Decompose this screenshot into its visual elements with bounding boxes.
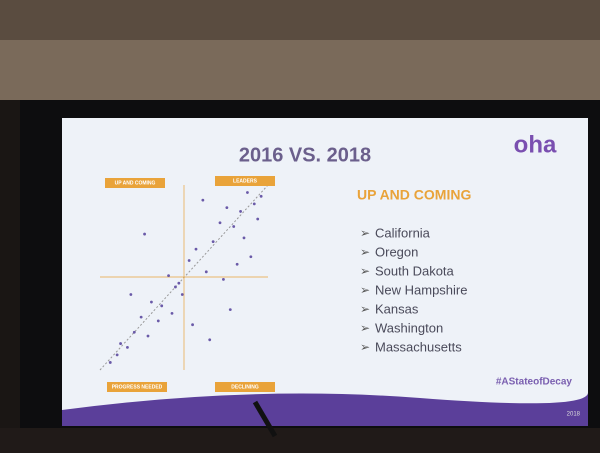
list-item: South Dakota <box>375 263 455 278</box>
bullet: ➢ <box>360 245 370 259</box>
list-heading: UP AND COMING <box>357 187 471 203</box>
bullet: ➢ <box>360 321 370 335</box>
point <box>188 259 191 262</box>
bullet: ➢ <box>360 264 370 278</box>
point <box>177 282 180 285</box>
point <box>205 270 208 273</box>
point <box>133 331 136 334</box>
list-item: Oregon <box>375 244 418 259</box>
point <box>147 335 150 338</box>
point <box>236 263 239 266</box>
list-item: Washington <box>375 320 443 335</box>
bullet: ➢ <box>360 283 370 297</box>
point <box>116 353 119 356</box>
point <box>181 293 184 296</box>
point <box>150 301 153 304</box>
point <box>140 316 143 319</box>
hashtag: #AStateofDecay <box>496 377 573 388</box>
quadrant-label: LEADERS <box>233 178 258 184</box>
bullet: ➢ <box>360 226 370 240</box>
quadrant-label: DECLINING <box>231 384 259 390</box>
point <box>239 210 242 213</box>
point <box>212 240 215 243</box>
point <box>160 304 163 307</box>
point <box>219 221 222 224</box>
quadrant-label: PROGRESS NEEDED <box>112 384 163 390</box>
point <box>260 195 263 198</box>
point <box>232 225 235 228</box>
slide-title: 2016 VS. 2018 <box>239 144 371 166</box>
point <box>253 202 256 205</box>
point <box>208 338 211 341</box>
point <box>195 248 198 251</box>
point <box>191 323 194 326</box>
point <box>243 236 246 239</box>
list-item: Massachusetts <box>375 339 462 354</box>
footer: 2018 <box>567 412 581 418</box>
list-item: Kansas <box>375 301 419 316</box>
list-item: New Hampshire <box>375 282 467 297</box>
point <box>119 342 122 345</box>
point <box>126 346 129 349</box>
quadrant-label: UP AND COMING <box>115 180 156 186</box>
point <box>157 320 160 323</box>
logo: oha <box>514 131 557 158</box>
scene: 2016 VS. 2018 oha UP AND COMING ➢ Califor… <box>0 0 600 453</box>
point <box>222 278 225 281</box>
page: {"slide":{"title":"2016 VS. 2018","logo"… <box>0 0 600 453</box>
point <box>229 308 232 311</box>
bullet: ➢ <box>360 340 370 354</box>
point <box>174 286 177 289</box>
point <box>201 199 204 202</box>
point <box>171 312 174 315</box>
audience <box>0 428 600 453</box>
point <box>249 255 252 258</box>
point <box>143 233 146 236</box>
point <box>225 206 228 209</box>
point <box>246 191 249 194</box>
point <box>256 218 259 221</box>
point <box>109 361 112 364</box>
wall <box>0 40 600 100</box>
point <box>129 293 132 296</box>
list-item: California <box>375 225 431 240</box>
point <box>167 274 170 277</box>
bullet: ➢ <box>360 302 370 316</box>
